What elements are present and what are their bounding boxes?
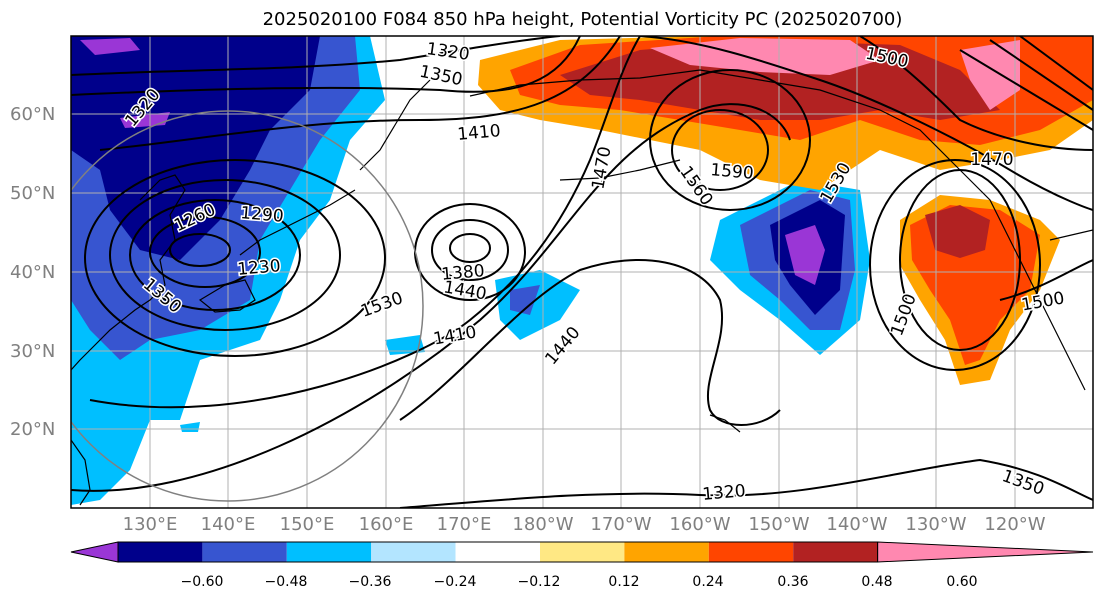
contour-label: 1530 [358, 288, 405, 322]
contour-label: 1590 [710, 160, 755, 184]
lon-label: 170°E [436, 514, 492, 535]
contour-label: 1320 [425, 39, 471, 65]
colorbar-frame [117, 541, 879, 563]
colorbar-segment [455, 542, 540, 562]
contour-label: 1470 [970, 150, 1013, 170]
contour-label: 1410 [432, 322, 478, 349]
contour-label: 1440 [541, 323, 584, 369]
contour-label: 1350 [999, 466, 1046, 500]
colorbar [70, 541, 1094, 563]
colorbar-arrow-high [877, 541, 1094, 563]
lat-label: 50°N [10, 183, 56, 204]
map-title: 2025020100 F084 850 hPa height, Potentia… [262, 9, 903, 30]
colorbar-label: 0.24 [692, 574, 724, 590]
great-circle-ring [71, 110, 424, 502]
contour-label: 1410 [457, 121, 502, 145]
colorbar-label: −0.24 [433, 574, 477, 590]
contour-label: 1290 [240, 203, 285, 227]
lon-label: 130°W [905, 514, 967, 535]
colorbar-arrow-low [70, 541, 119, 563]
colorbar-label: 0.12 [608, 574, 640, 590]
lon-label: 140°E [200, 514, 256, 535]
colorbar-segment [202, 542, 287, 562]
colorbar-segment [708, 542, 794, 562]
lon-label: 150°E [279, 514, 335, 535]
contour-label: 1230 [237, 256, 282, 280]
colorbar-segment [624, 542, 709, 562]
lat-label: 40°N [10, 262, 56, 283]
lon-label: 150°W [748, 514, 810, 535]
map-frame [70, 35, 1094, 509]
colorbar-segment [540, 542, 625, 562]
colorbar-segment [118, 542, 203, 562]
colorbar-label: −0.36 [348, 574, 392, 590]
graticule [71, 36, 1093, 508]
colorbar-label: −0.60 [180, 574, 224, 590]
lon-label: 170°W [590, 514, 652, 535]
height-contours [71, 36, 1093, 508]
lon-label: 140°W [826, 514, 888, 535]
contour-label: 1380 [441, 261, 486, 285]
lon-label: 120°W [984, 514, 1046, 535]
colorbar-segment [286, 542, 372, 562]
colorbar-label: −0.48 [264, 574, 308, 590]
colorbar-label: 0.48 [861, 574, 893, 590]
pv-shading [71, 36, 1093, 505]
colorbar-label: 0.36 [777, 574, 809, 590]
lat-label: 20°N [10, 419, 56, 440]
colorbar-segment [793, 542, 878, 562]
lon-label: 130°E [122, 514, 178, 535]
lon-label: 160°W [669, 514, 731, 535]
colorbar-segment [371, 542, 456, 562]
lat-label: 60°N [10, 104, 56, 125]
contour-label: 1500 [887, 291, 921, 338]
contour-label: 1320 [702, 481, 747, 505]
lat-label: 30°N [10, 341, 56, 362]
colorbar-label: 0.60 [946, 574, 978, 590]
coastlines [71, 69, 1093, 506]
contour-label: 1440 [442, 277, 488, 304]
lon-label: 180°W [512, 514, 574, 535]
colorbar-label: −0.12 [517, 574, 561, 590]
lon-label: 160°E [358, 514, 414, 535]
